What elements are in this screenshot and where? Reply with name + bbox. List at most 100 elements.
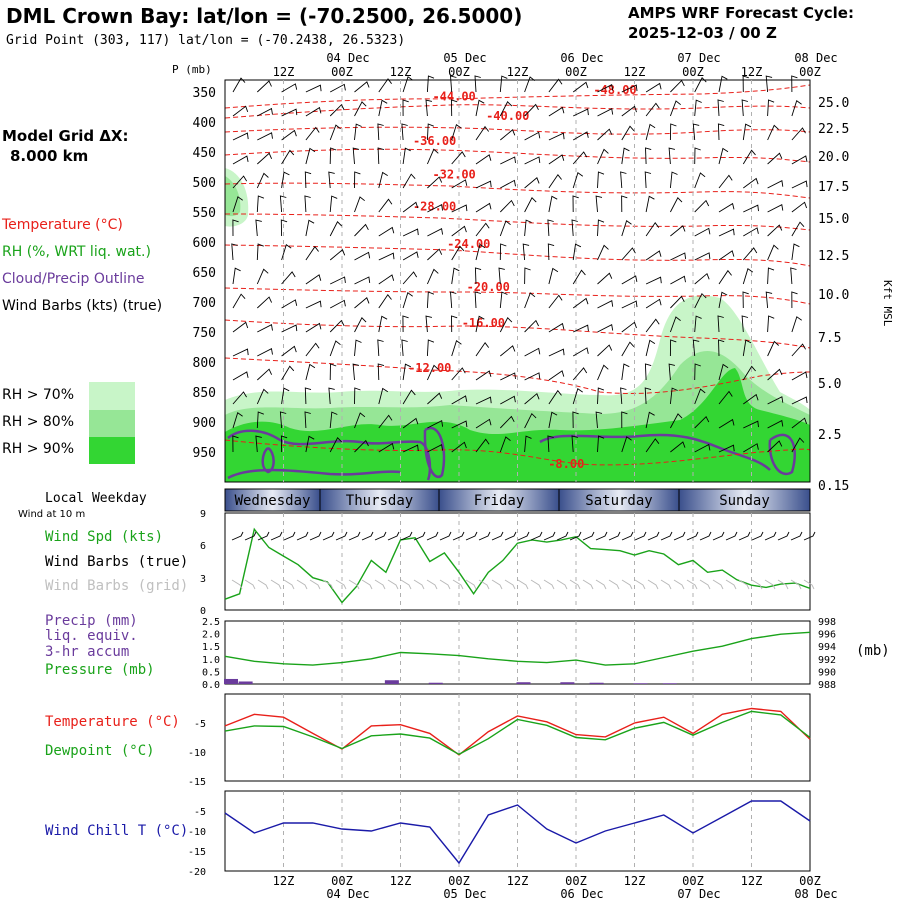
surface-wind-barb-grid bbox=[387, 579, 399, 590]
wind-barb bbox=[522, 243, 530, 261]
wind-barb bbox=[426, 75, 435, 93]
wind-barb bbox=[571, 219, 578, 237]
wind-chill-tick: -20 bbox=[188, 867, 206, 878]
wind-barb bbox=[500, 395, 516, 405]
surface-wind-barb-true bbox=[374, 531, 387, 541]
wind-barb bbox=[378, 198, 393, 213]
rh90-legend-label: RH > 90% bbox=[2, 441, 75, 457]
wind-barb bbox=[354, 276, 371, 285]
wind-barb bbox=[377, 147, 385, 165]
pressure-tick: 996 bbox=[818, 630, 836, 641]
wind-barb bbox=[257, 132, 273, 141]
pressure-tick-label: 850 bbox=[193, 386, 216, 401]
wind-barb bbox=[256, 296, 273, 309]
wind-barb bbox=[621, 300, 638, 309]
top-date-label: 04 Dec bbox=[326, 51, 369, 65]
wind-barb bbox=[572, 269, 586, 285]
wind-barb bbox=[377, 123, 384, 141]
wind-barb bbox=[450, 291, 457, 309]
wind-barb bbox=[669, 123, 677, 141]
wind-barb bbox=[378, 442, 395, 453]
surface-wind-barb-true bbox=[582, 531, 595, 541]
wind-barb bbox=[500, 345, 516, 357]
surface-wind-barb-grid bbox=[790, 579, 802, 590]
surface-wind-barb-true bbox=[530, 531, 543, 541]
model-grid-info: Model Grid ΔX: 8.000 km bbox=[2, 126, 129, 166]
wind-barb bbox=[451, 367, 466, 381]
wind-barb bbox=[621, 84, 638, 93]
wind-barb bbox=[597, 435, 605, 453]
surface-wind-barb-true bbox=[322, 531, 335, 541]
wind-barb bbox=[329, 147, 337, 165]
surface-wind-barb-true bbox=[764, 531, 777, 541]
wind-barb bbox=[257, 324, 273, 333]
wind-barb bbox=[717, 315, 724, 333]
surface-wind-barb-grid bbox=[322, 579, 334, 590]
wind-barb bbox=[304, 195, 311, 213]
wind-barb bbox=[305, 300, 322, 309]
surface-wind-barb-true bbox=[335, 531, 348, 541]
wind-barb bbox=[402, 173, 416, 189]
cloud-outline-5 bbox=[768, 433, 797, 476]
wind-barb bbox=[573, 324, 589, 333]
wind-barb bbox=[402, 444, 419, 453]
surface-wind-barb-grid bbox=[803, 579, 815, 590]
wind-barb bbox=[548, 322, 565, 333]
surface-wind-barb-true bbox=[270, 531, 283, 541]
t-contour-16 bbox=[225, 319, 810, 349]
wind-barb bbox=[500, 179, 516, 189]
rh80-swatch bbox=[89, 410, 135, 437]
surface-wind-barb-grid bbox=[777, 579, 789, 590]
wind-barb bbox=[621, 147, 630, 165]
pressure-tick-label: 400 bbox=[193, 116, 216, 131]
surface-wind-barb-grid bbox=[543, 579, 555, 590]
surface-wind-barb-true bbox=[777, 531, 790, 541]
wind-barb bbox=[402, 201, 419, 213]
wind-barb bbox=[597, 219, 605, 237]
weekday-label: Local Weekday bbox=[45, 491, 147, 506]
wind-barb bbox=[621, 219, 632, 237]
top-time-tick: 00Z bbox=[682, 65, 704, 79]
wind-barb bbox=[378, 414, 393, 429]
surface-wind-barb-true bbox=[283, 531, 296, 541]
wind-barb bbox=[791, 291, 798, 309]
wind-barb bbox=[281, 108, 298, 117]
wind-barb bbox=[621, 411, 628, 429]
wind-barb bbox=[741, 315, 749, 333]
wind-barb bbox=[743, 204, 759, 213]
pressure-line bbox=[224, 631, 811, 666]
wind-barb bbox=[232, 267, 241, 285]
surface-wind-barb-true bbox=[686, 531, 699, 541]
cloud-outline-2 bbox=[261, 446, 275, 474]
wind-barb bbox=[548, 195, 558, 213]
temperature-contour-label: -12.00 bbox=[408, 361, 451, 375]
wind-barb bbox=[645, 195, 655, 213]
temperature-contour-labels: -48.00 -44.00 -40.00 -36.00 -32.00 -28.00 -24.… bbox=[408, 83, 637, 471]
wind-barb bbox=[718, 444, 735, 453]
wind-barb bbox=[718, 363, 729, 381]
surface-wind-barb-true bbox=[296, 531, 309, 541]
pressure-tick-label: 900 bbox=[193, 416, 216, 431]
wind-barb bbox=[305, 322, 322, 333]
pressure-tick-label: 450 bbox=[193, 146, 216, 161]
surface-wind-barb-true bbox=[231, 531, 244, 541]
precip-tick: 2.5 bbox=[202, 617, 220, 628]
wind-barb bbox=[694, 77, 707, 93]
rh70-swatch bbox=[89, 382, 135, 410]
surface-wind-barb-grid bbox=[621, 579, 633, 590]
wind-barb bbox=[475, 125, 490, 141]
wind-barb bbox=[426, 291, 435, 309]
surface-wind-barb-grid bbox=[348, 579, 360, 590]
wind-barb bbox=[524, 197, 537, 213]
wind-barb bbox=[425, 99, 432, 117]
legend-temperature: Temperature (°C) bbox=[2, 217, 123, 233]
wind-barb bbox=[765, 291, 773, 309]
wind-barb bbox=[475, 342, 490, 357]
pressure-unit-label: (mb) bbox=[856, 643, 890, 659]
wind-barb bbox=[645, 276, 662, 285]
precip-liq-label: liq. equiv. bbox=[45, 628, 138, 644]
surface-wind-barb-true bbox=[361, 531, 374, 541]
wind-barb bbox=[354, 101, 367, 117]
wind-speed-line bbox=[224, 527, 811, 604]
wind-barb bbox=[401, 123, 408, 141]
